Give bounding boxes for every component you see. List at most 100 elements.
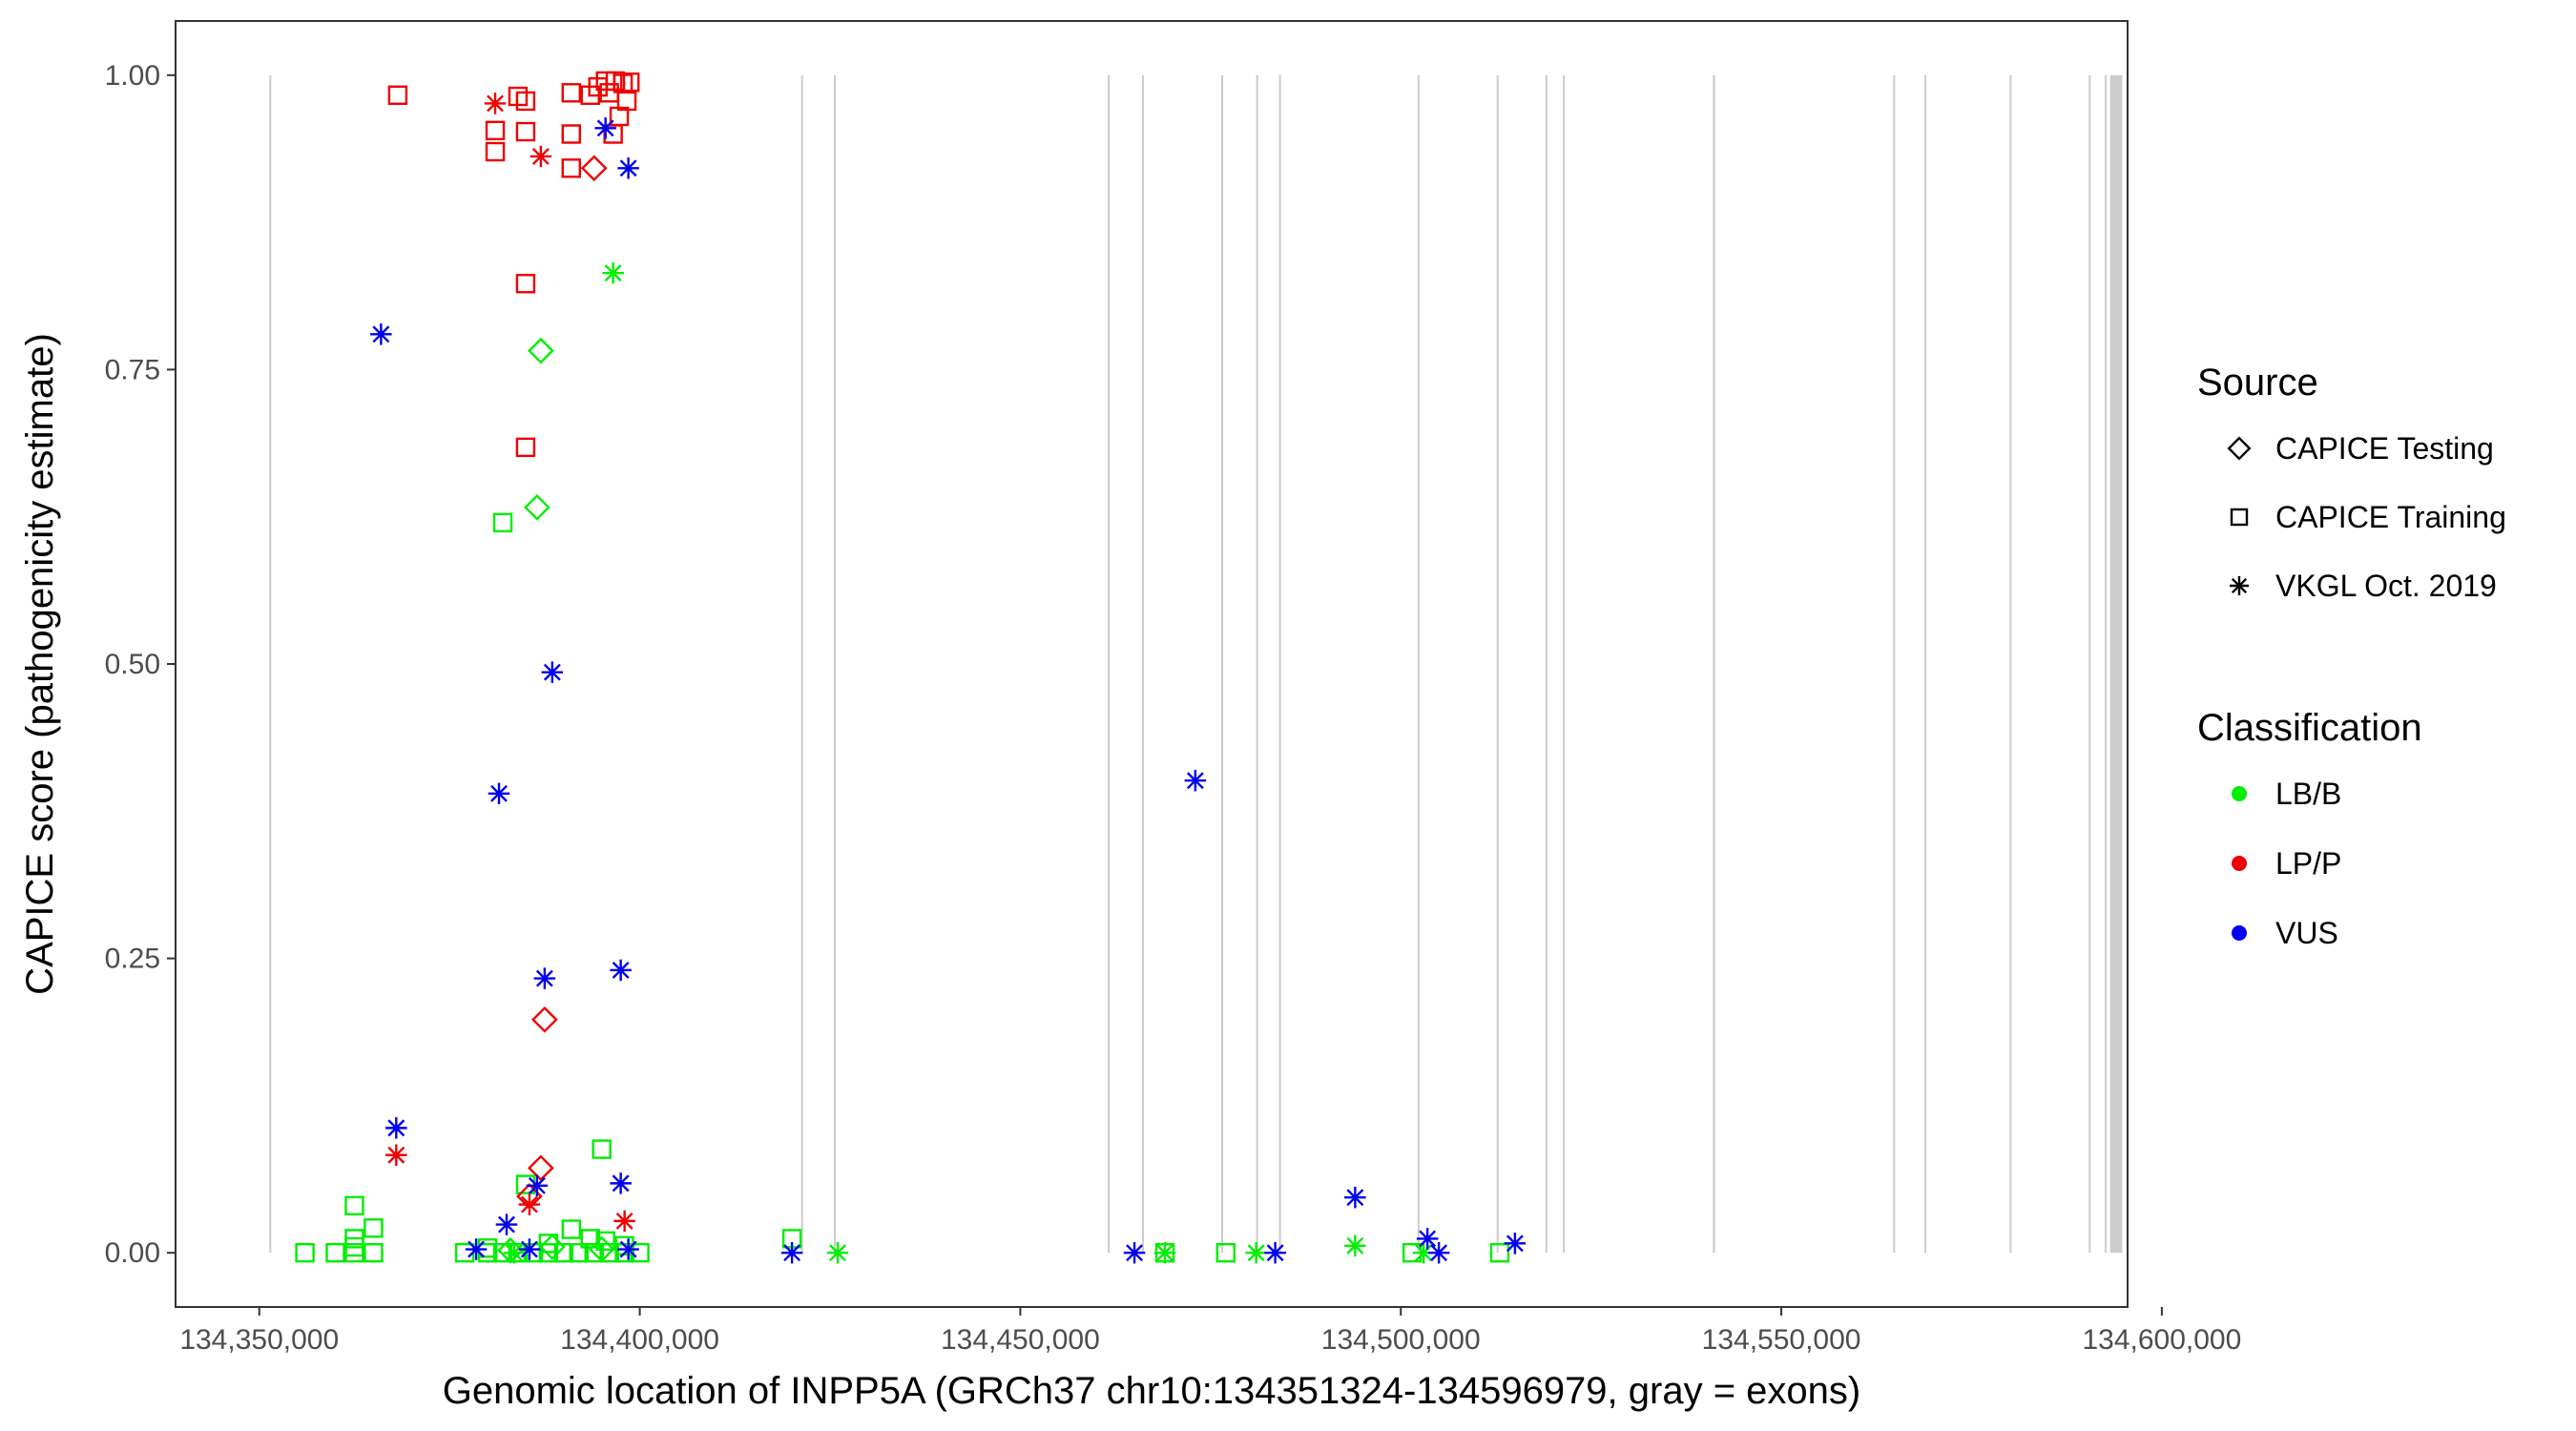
y-axis: 0.00 0.25 0.50 0.75 1.00 xyxy=(105,60,176,1269)
legend-item-asterisk: VKGL Oct. 2019 xyxy=(2230,569,2497,603)
data-point-square-1-31 xyxy=(1215,1243,1236,1263)
data-point-diamond-3-4 xyxy=(497,1236,524,1264)
exon-band-18 xyxy=(2109,74,2123,1254)
legend-item-diamond: CAPICE Testing xyxy=(2227,431,2494,466)
legend-title-classification: Classification xyxy=(2197,707,2422,749)
x-tick-label-1: 134,400,000 xyxy=(560,1324,719,1356)
exon-band-2 xyxy=(833,74,836,1254)
data-point-asterisk-5-2 xyxy=(1153,1241,1176,1264)
data-point-square-0-0 xyxy=(387,85,408,105)
exon-layer xyxy=(269,74,2123,1254)
data-point-square-0-17 xyxy=(620,72,640,93)
data-point-asterisk-6-6 xyxy=(610,959,632,982)
legend-item-lb-b: LB/B xyxy=(2232,777,2341,811)
data-point-asterisk-6-13 xyxy=(518,1238,541,1260)
legend-class-items: LB/B LP/P VUS xyxy=(2232,777,2341,950)
data-point-diamond-3-0 xyxy=(528,337,554,364)
x-axis-title: Genomic location of INPP5A (GRCh37 chr10… xyxy=(443,1370,1860,1412)
legend-dot-vus xyxy=(2232,925,2247,941)
data-point-square-1-15 xyxy=(569,1243,589,1263)
data-point-asterisk-4-4 xyxy=(518,1193,541,1215)
data-point-asterisk-6-1 xyxy=(617,157,639,179)
exon-band-15 xyxy=(2009,74,2012,1254)
legend-label-lp-p: LP/P xyxy=(2275,846,2341,881)
exon-band-6 xyxy=(1256,74,1258,1254)
data-point-asterisk-6-11 xyxy=(495,1213,518,1235)
data-point-square-1-1 xyxy=(325,1243,345,1263)
data-point-square-0-1 xyxy=(485,120,506,141)
legend-label-diamond: CAPICE Testing xyxy=(2275,431,2494,466)
data-point-square-0-6 xyxy=(561,83,581,103)
data-point-diamond-3-3 xyxy=(588,1235,615,1263)
data-point-asterisk-6-5 xyxy=(488,782,510,805)
legend-item-vus: VUS xyxy=(2232,916,2338,950)
data-point-square-1-28 xyxy=(592,1139,612,1159)
data-point-asterisk-6-2 xyxy=(370,323,392,345)
data-point-square-1-26 xyxy=(515,1174,536,1194)
x-tick-label-2: 134,450,000 xyxy=(941,1324,1100,1356)
data-point-asterisk-5-3 xyxy=(1245,1241,1267,1264)
legend-item-square: CAPICE Training xyxy=(2230,500,2506,534)
y-tick-label-4: 1.00 xyxy=(105,60,160,92)
data-point-asterisk-6-12 xyxy=(465,1238,488,1260)
legend-title-source: Source xyxy=(2197,362,2318,404)
x-tick-label-4: 134,550,000 xyxy=(1702,1324,1861,1356)
exon-band-13 xyxy=(1893,74,1896,1254)
data-point-asterisk-5-0 xyxy=(602,261,624,284)
exon-band-0 xyxy=(269,74,272,1254)
data-point-square-1-27 xyxy=(492,512,513,533)
data-point-asterisk-6-10 xyxy=(526,1174,549,1197)
exon-band-3 xyxy=(1108,74,1111,1254)
data-point-square-1-6 xyxy=(364,1243,384,1263)
data-point-asterisk-4-0 xyxy=(484,93,507,114)
exon-band-17 xyxy=(2105,74,2108,1254)
data-point-square-1-33 xyxy=(1489,1243,1510,1263)
legend: Source CAPICE Testing CAPICE Training VKGL… xyxy=(2197,362,2506,950)
data-point-square-0-20 xyxy=(515,437,536,458)
data-point-diamond-2-1 xyxy=(531,1006,558,1033)
x-tick-label-3: 134,500,000 xyxy=(1321,1324,1481,1356)
legend-dot-lb-b xyxy=(2232,786,2247,801)
data-point-square-0-4 xyxy=(515,91,536,112)
data-point-asterisk-6-20 xyxy=(1427,1241,1450,1264)
data-point-asterisk-5-1 xyxy=(826,1241,849,1264)
data-point-diamond-2-2 xyxy=(528,1154,554,1182)
data-point-square-1-21 xyxy=(538,1234,559,1254)
data-point-asterisk-5-6 xyxy=(503,1241,526,1264)
data-point-asterisk-6-8 xyxy=(385,1117,407,1139)
data-point-asterisk-6-9 xyxy=(610,1172,632,1194)
data-point-square-1-4 xyxy=(344,1229,364,1249)
data-point-asterisk-6-4 xyxy=(1184,769,1207,792)
data-point-square-0-8 xyxy=(561,158,581,178)
data-point-asterisk-6-16 xyxy=(1123,1241,1146,1264)
legend-label-lb-b: LB/B xyxy=(2275,777,2341,811)
data-point-square-1-20 xyxy=(477,1238,498,1258)
data-point-asterisk-6-19 xyxy=(1416,1228,1439,1250)
exon-band-5 xyxy=(1220,74,1223,1254)
data-point-diamond-2-0 xyxy=(580,155,608,182)
data-point-square-0-16 xyxy=(616,91,637,112)
data-point-asterisk-4-3 xyxy=(613,1210,635,1233)
y-axis-title: CAPICE score (pathogenicity estimate) xyxy=(19,333,61,995)
exon-band-4 xyxy=(1142,74,1145,1254)
data-point-square-1-25 xyxy=(561,1219,581,1239)
x-axis: 134,350,000 134,400,000 134,450,000 134,500… xyxy=(179,1307,2241,1356)
data-point-diamond-3-2 xyxy=(538,1234,566,1260)
data-point-square-1-5 xyxy=(344,1195,364,1216)
data-point-asterisk-6-17 xyxy=(1264,1241,1286,1264)
data-point-asterisk-4-1 xyxy=(530,145,552,168)
data-point-square-1-7 xyxy=(364,1218,384,1238)
data-point-square-1-0 xyxy=(295,1243,315,1263)
data-point-asterisk-6-14 xyxy=(617,1238,639,1260)
y-tick-label-0: 0.00 xyxy=(105,1237,160,1269)
legend-item-lp-p: LP/P xyxy=(2232,846,2341,881)
exon-band-1 xyxy=(800,74,803,1254)
y-tick-label-1: 0.25 xyxy=(105,944,160,975)
exon-band-7 xyxy=(1278,74,1281,1254)
exon-band-12 xyxy=(1713,74,1715,1254)
x-tick-label-5: 134,600,000 xyxy=(2082,1324,2241,1356)
y-tick-label-3: 0.75 xyxy=(105,354,160,385)
exon-band-11 xyxy=(1563,74,1566,1254)
data-point-asterisk-6-3 xyxy=(541,661,564,683)
